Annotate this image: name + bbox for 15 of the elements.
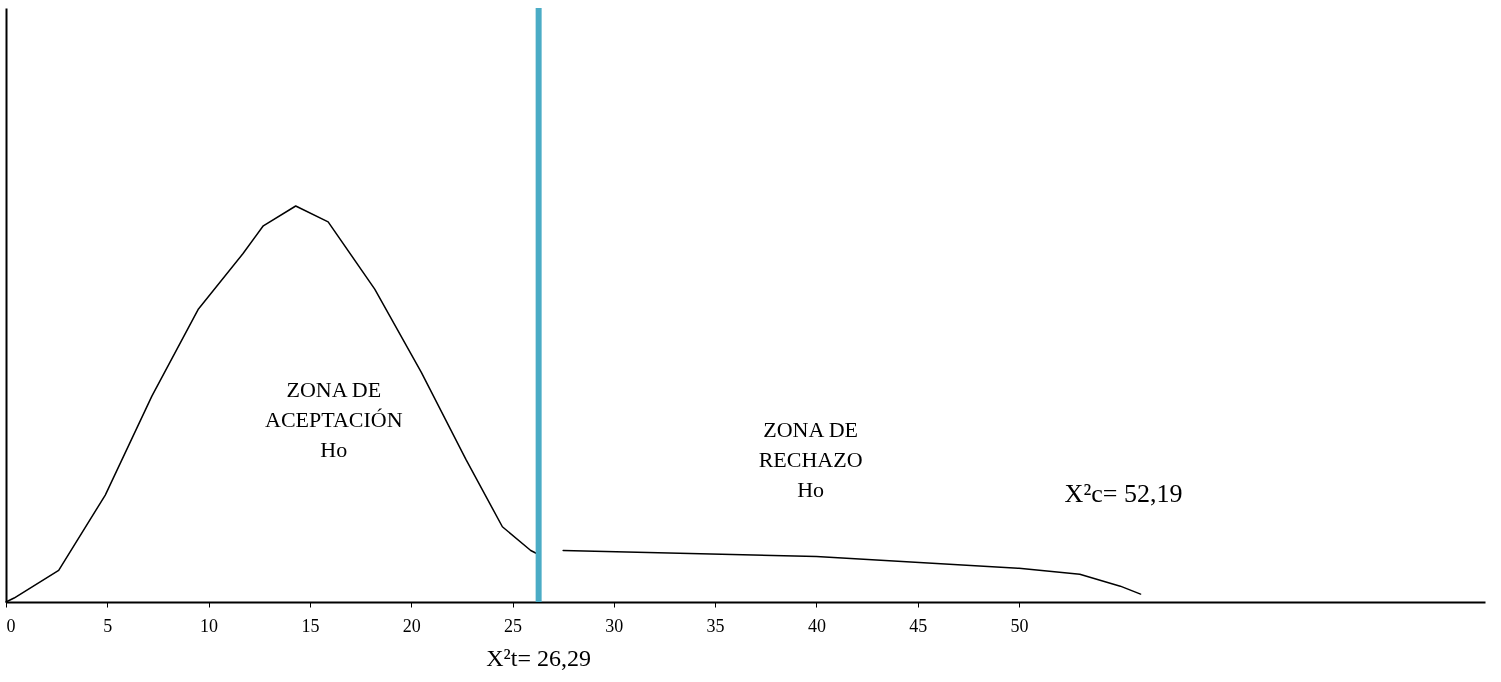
ref-line-label: X²t= 26,29	[486, 645, 592, 671]
x-tick-label: 5	[103, 615, 113, 636]
annotation: X²c= 52,19	[1064, 479, 1183, 509]
x-tick-label: 30	[605, 615, 624, 636]
x-tick-label: 10	[200, 615, 219, 636]
x-tick-label: 40	[807, 615, 826, 636]
x-tick-label: 45	[909, 615, 928, 636]
x-tick-label: 15	[301, 615, 320, 636]
annotation: ZONA DE RECHAZO Ho	[758, 417, 863, 503]
x-tick-label: 50	[1010, 615, 1029, 636]
x-tick-label: 0	[6, 615, 16, 636]
annotation: ZONA DE ACEPTACIÓN Ho	[265, 376, 403, 462]
x-tick-label: 20	[402, 615, 421, 636]
x-tick-label: 25	[504, 615, 523, 636]
x-tick-label: 35	[706, 615, 725, 636]
